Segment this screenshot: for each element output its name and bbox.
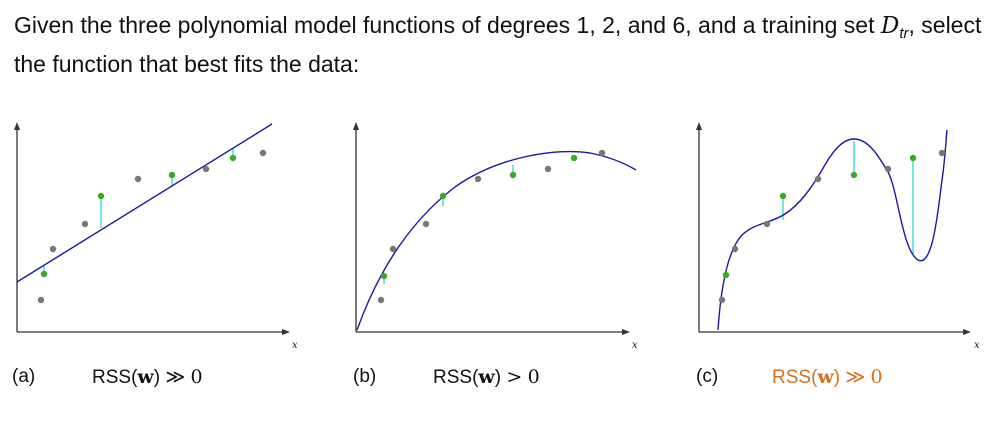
rss-relation: ≫ (845, 366, 866, 388)
rss-value: 0 (527, 366, 540, 388)
rss-suffix: ) (833, 367, 841, 388)
rss-prefix: RSS( (772, 367, 818, 388)
plot-c-point (718, 296, 726, 304)
plot-c-point (938, 149, 946, 157)
plot-b-x-arrow (622, 329, 630, 335)
rss-value: 0 (870, 366, 883, 388)
plot-c-point (814, 175, 822, 183)
plot-b-point (422, 220, 430, 228)
plot-a-point (37, 296, 45, 304)
plot-b-training-point (380, 272, 388, 280)
question-text-after: , select the function that best fits the… (14, 12, 982, 77)
plot-c-x-label: x (974, 340, 980, 351)
caption-c-label: (c) (696, 366, 719, 387)
caption-c-rss: RSS(w) ≫ 0 (772, 366, 883, 389)
rss-suffix: ) (153, 367, 161, 388)
plot-a: x (14, 122, 298, 351)
plot-a-training-point (229, 154, 237, 162)
plot-c-y-arrow (696, 122, 702, 130)
plot-b-point (377, 296, 385, 304)
plot-a-training-point (97, 192, 105, 200)
plot-a-training-point (168, 171, 176, 179)
plot-c: x (696, 122, 980, 351)
plot-b-x-label: x (632, 340, 638, 351)
rss-relation: > (506, 366, 523, 388)
caption-a-rss: RSS(w) ≫ 0 (92, 366, 203, 389)
plot-a-training-point (40, 270, 48, 278)
rss-var: w (478, 366, 495, 388)
caption-b-label: (b) (353, 366, 377, 387)
caption-b-rss: RSS(w) > 0 (433, 366, 540, 389)
plot-c-point (763, 220, 771, 228)
plot-b-training-point (509, 171, 517, 179)
plot-a-y-arrow (14, 122, 20, 130)
plot-a-point (259, 149, 267, 157)
plot-b-training-point (570, 154, 578, 162)
rss-prefix: RSS( (92, 367, 138, 388)
plot-a-point (134, 175, 142, 183)
dataset-subscript: tr (899, 25, 909, 42)
plot-b: x (353, 122, 638, 351)
rss-relation: ≫ (165, 366, 186, 388)
plot-c-training-point (850, 171, 858, 179)
plot-c-point (884, 165, 892, 173)
plot-c-x-arrow (963, 329, 971, 335)
plot-a-point (202, 165, 210, 173)
plot-a-point (81, 220, 89, 228)
question-text: Given the three polynomial model functio… (14, 10, 984, 79)
plot-b-point (474, 175, 482, 183)
rss-suffix: ) (494, 367, 502, 388)
plot-b-point (389, 245, 397, 253)
plot-c-training-point (722, 271, 730, 279)
plot-b-point (544, 165, 552, 173)
rss-var: w (137, 366, 154, 388)
plot-c-fit-curve (717, 129, 948, 331)
rss-var: w (817, 366, 834, 388)
caption-a-label: (a) (12, 366, 36, 387)
rss-prefix: RSS( (433, 367, 479, 388)
rss-value: 0 (190, 366, 203, 388)
question-text-before: Given the three polynomial model functio… (14, 12, 881, 38)
plot-a-x-label: x (292, 340, 298, 351)
plot-b-y-arrow (353, 122, 359, 130)
plot-b-point (598, 149, 606, 157)
plot-a-x-arrow (282, 329, 290, 335)
plot-c-training-point (909, 154, 917, 162)
dataset-symbol: D (880, 13, 900, 39)
plot-c-point (731, 245, 739, 253)
plot-a-fit-line (16, 123, 273, 283)
plot-a-point (49, 245, 57, 253)
plot-c-training-point (779, 192, 787, 200)
plot-b-training-point (439, 192, 447, 200)
plot-b-fit-curve (356, 150, 637, 331)
